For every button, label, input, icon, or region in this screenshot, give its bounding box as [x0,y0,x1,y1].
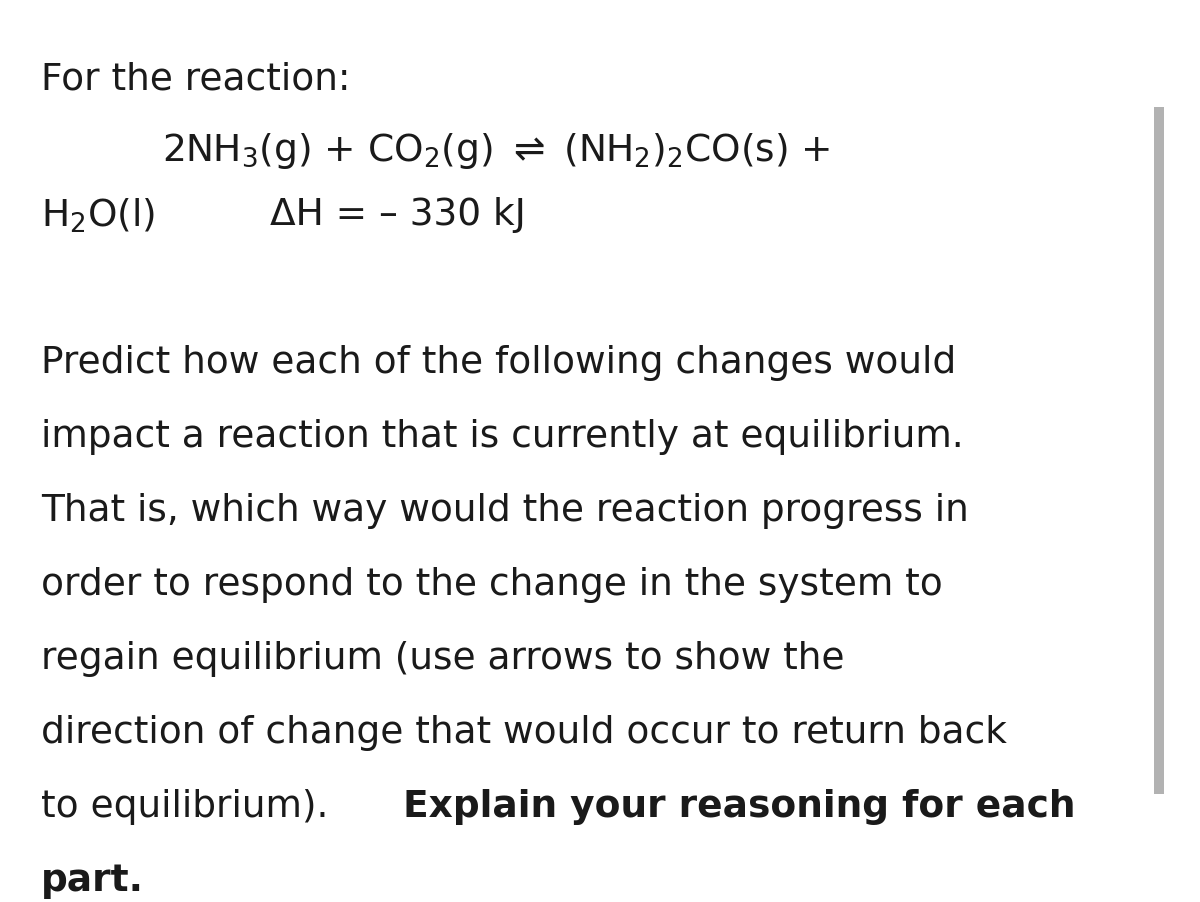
Text: Predict how each of the following changes would: Predict how each of the following change… [41,345,956,381]
Text: That is, which way would the reaction progress in: That is, which way would the reaction pr… [41,492,968,529]
Text: regain equilibrium (use arrows to show the: regain equilibrium (use arrows to show t… [41,640,845,676]
Bar [1154,108,1164,794]
Text: Explain your reasoning for each: Explain your reasoning for each [403,788,1075,824]
Text: part.: part. [41,862,144,898]
Text: to equilibrium).: to equilibrium). [41,788,340,824]
Text: For the reaction:: For the reaction: [41,61,350,97]
Text: H$_2$O(l): H$_2$O(l) [41,197,155,235]
Text: order to respond to the change in the system to: order to respond to the change in the sy… [41,566,942,603]
Text: 2NH$_3$(g) + CO$_2$(g) $\rightleftharpoons$ (NH$_2$)$_2$CO(s) +: 2NH$_3$(g) + CO$_2$(g) $\rightleftharpoo… [162,131,830,170]
Text: ΔH = – 330 kJ: ΔH = – 330 kJ [270,197,526,233]
Text: direction of change that would occur to return back: direction of change that would occur to … [41,714,1007,750]
Text: impact a reaction that is currently at equilibrium.: impact a reaction that is currently at e… [41,419,964,455]
